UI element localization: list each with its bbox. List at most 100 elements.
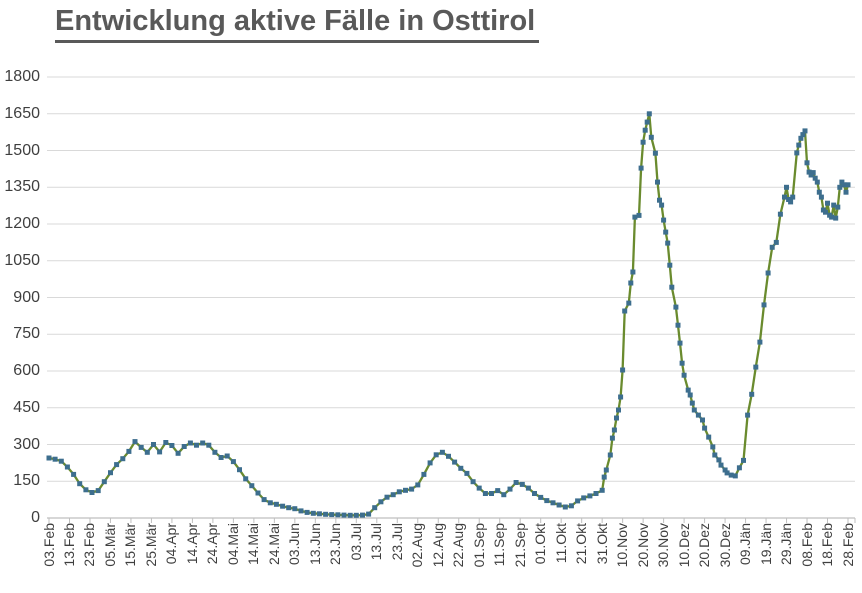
data-point-marker xyxy=(655,179,660,185)
data-point-marker xyxy=(833,215,839,221)
x-axis-label: 20.Dez xyxy=(696,523,713,568)
data-point-marker xyxy=(837,184,843,190)
data-point-marker xyxy=(636,212,642,218)
data-point-marker xyxy=(310,510,316,516)
x-axis-label: 10.Nov xyxy=(614,523,631,568)
x-axis-label: 04.Apr xyxy=(163,523,180,565)
data-point-marker xyxy=(685,387,691,393)
data-point-marker xyxy=(372,505,378,511)
x-axis-label: 02.Aug xyxy=(409,523,426,568)
data-point-marker xyxy=(476,485,482,491)
chart-title: Entwicklung aktive Fälle in Osttirol xyxy=(55,5,540,43)
data-point-marker xyxy=(132,439,138,445)
y-axis-label: 750 xyxy=(13,325,40,343)
data-point-marker xyxy=(384,494,390,500)
data-point-marker xyxy=(609,435,615,441)
data-point-marker xyxy=(611,427,617,433)
data-point-marker xyxy=(218,455,224,460)
data-point-marker xyxy=(255,490,261,496)
data-point-marker xyxy=(169,443,175,448)
data-point-marker xyxy=(507,486,513,492)
data-point-marker xyxy=(790,194,796,200)
data-point-marker xyxy=(657,197,662,203)
x-axis-label: 04.Mai xyxy=(224,523,241,566)
data-point-marker xyxy=(769,244,775,250)
x-axis-label: 09.Jän xyxy=(737,523,754,566)
data-point-marker xyxy=(677,340,683,346)
data-point-marker xyxy=(206,442,212,448)
x-axis-label: 23.Jun xyxy=(327,523,344,566)
data-point-marker xyxy=(347,512,353,518)
data-point-marker xyxy=(648,134,654,140)
data-point-marker xyxy=(700,417,705,423)
data-point-marker xyxy=(669,284,675,290)
data-point-marker xyxy=(556,502,562,508)
data-point-marker xyxy=(784,184,789,190)
data-point-marker xyxy=(304,509,310,515)
y-axis-label: 300 xyxy=(13,435,40,453)
data-point-marker xyxy=(712,452,718,458)
data-point-marker xyxy=(335,512,341,518)
data-point-marker xyxy=(673,304,679,310)
data-point-marker xyxy=(675,322,681,328)
data-point-marker xyxy=(298,508,304,514)
data-point-marker xyxy=(366,511,372,517)
data-point-marker xyxy=(71,471,77,477)
x-axis-label: 03.Jul xyxy=(347,523,364,561)
x-axis-label: 21.Okt xyxy=(573,523,590,565)
data-point-marker xyxy=(489,491,494,496)
data-point-marker xyxy=(646,111,652,117)
x-axis-label: 14.Apr xyxy=(183,523,200,565)
data-point-marker xyxy=(644,119,650,125)
y-axis-label: 1500 xyxy=(4,141,40,159)
data-point-marker xyxy=(845,182,851,188)
data-point-marker xyxy=(618,394,624,400)
data-point-marker xyxy=(716,457,722,463)
data-point-marker xyxy=(587,493,593,499)
data-point-marker xyxy=(403,487,408,493)
data-point-marker xyxy=(804,160,810,166)
data-point-marker xyxy=(513,480,519,485)
data-point-marker xyxy=(316,511,322,517)
data-point-marker xyxy=(689,400,695,406)
data-point-marker xyxy=(622,308,628,314)
y-axis-label: 150 xyxy=(13,472,40,490)
x-axis-label: 22.Aug xyxy=(450,523,467,568)
x-axis-label: 23.Jul xyxy=(388,523,405,561)
x-axis-label: 25.Mär xyxy=(142,523,159,567)
data-point-marker xyxy=(806,169,812,175)
data-point-marker xyxy=(667,262,673,268)
x-axis-label: 05.Mär xyxy=(101,523,118,567)
data-point-marker xyxy=(194,442,199,448)
data-point-marker xyxy=(640,139,646,145)
x-axis-label: 12.Aug xyxy=(429,523,446,568)
data-point-marker xyxy=(663,229,669,235)
data-point-marker xyxy=(761,302,767,308)
data-point-marker xyxy=(741,457,746,463)
data-point-marker xyxy=(812,175,818,181)
x-axis-label: 20.Nov xyxy=(634,523,651,568)
data-point-marker xyxy=(519,481,525,487)
data-point-marker xyxy=(114,462,120,468)
data-point-marker xyxy=(835,204,841,210)
x-axis-label: 30.Dez xyxy=(716,523,733,568)
x-axis-label: 08.Feb xyxy=(798,523,815,567)
data-point-marker xyxy=(757,339,763,345)
y-axis-label: 1350 xyxy=(4,178,40,196)
x-axis-label: 03.Feb xyxy=(40,523,57,567)
data-point-marker xyxy=(144,449,150,455)
data-point-marker xyxy=(126,448,132,454)
data-point-marker xyxy=(782,194,787,200)
data-point-marker xyxy=(187,440,193,446)
data-point-marker xyxy=(224,453,230,459)
data-point-marker xyxy=(823,209,828,215)
y-axis-label: 1200 xyxy=(4,215,40,232)
x-axis-label: 01.Okt xyxy=(532,523,549,565)
y-axis-label: 900 xyxy=(13,288,40,306)
data-point-marker xyxy=(329,512,335,518)
data-point-marker xyxy=(562,504,568,510)
data-point-marker xyxy=(642,127,648,133)
data-point-marker xyxy=(46,455,52,461)
data-point-marker xyxy=(691,407,697,413)
